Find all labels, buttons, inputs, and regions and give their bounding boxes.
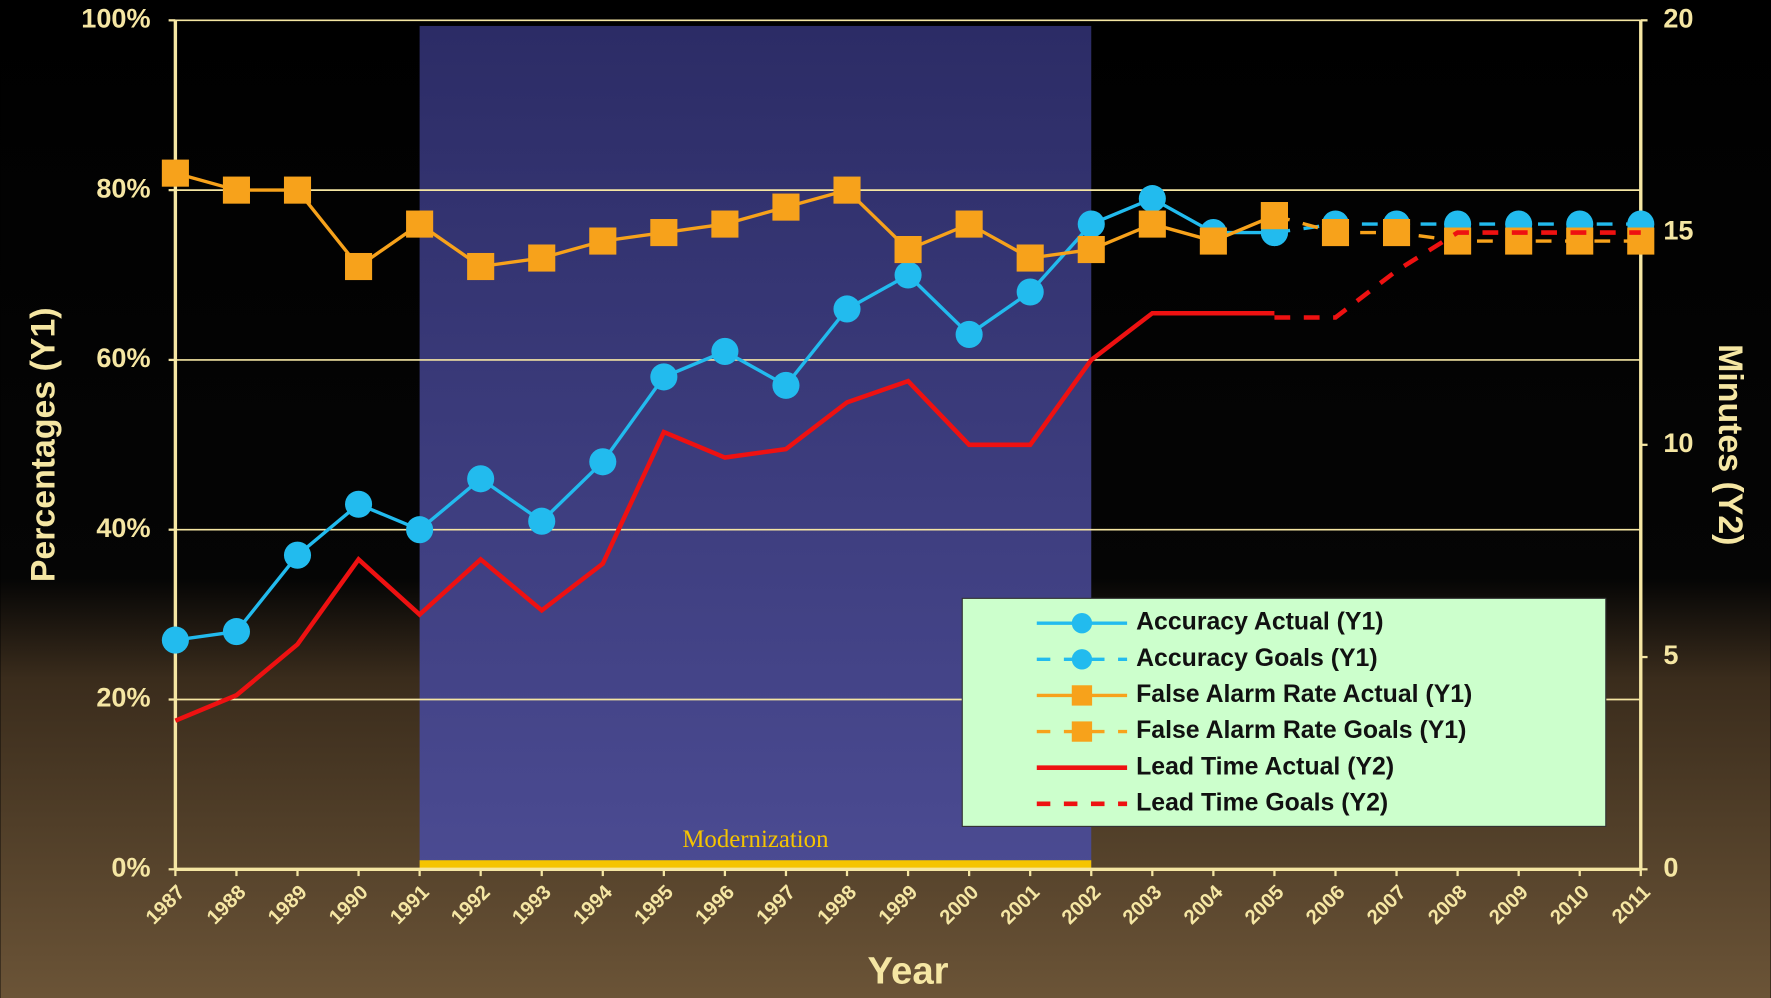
marker	[1261, 202, 1288, 229]
marker	[406, 211, 433, 238]
marker	[345, 253, 372, 280]
marker	[1139, 211, 1166, 238]
marker	[589, 228, 616, 255]
y2-tick-label: 15	[1663, 215, 1693, 246]
marker	[1200, 228, 1227, 255]
y-tick-label: 20%	[96, 682, 150, 713]
marker	[284, 177, 311, 204]
band-label: Modernization	[682, 826, 829, 853]
legend-label: Accuracy Goals (Y1)	[1136, 645, 1378, 672]
marker	[1078, 236, 1105, 263]
marker	[1072, 721, 1092, 741]
y2-tick-label: 20	[1663, 2, 1693, 33]
marker	[284, 542, 311, 569]
marker	[528, 508, 555, 535]
marker	[895, 261, 922, 288]
chart: Percentages (Y1) Minutes (Y2) Year Moder…	[0, 0, 1771, 998]
legend-label: Lead Time Actual (Y2)	[1136, 753, 1394, 780]
marker	[406, 516, 433, 543]
marker	[650, 363, 677, 390]
y2-tick-label: 5	[1663, 639, 1678, 670]
y-tick-label: 40%	[96, 512, 150, 543]
y-tick-label: 0%	[111, 851, 150, 882]
marker	[711, 211, 738, 238]
marker	[1322, 219, 1349, 246]
marker	[833, 295, 860, 322]
marker	[223, 618, 250, 645]
y-tick-label: 80%	[96, 172, 150, 203]
marker	[956, 321, 983, 348]
legend-label: False Alarm Rate Actual (Y1)	[1136, 681, 1472, 708]
marker	[1139, 185, 1166, 212]
legend-label: False Alarm Rate Goals (Y1)	[1136, 717, 1466, 744]
legend-label: Lead Time Goals (Y2)	[1136, 789, 1388, 816]
marker	[1072, 649, 1092, 669]
y2-tick-label: 0	[1663, 851, 1678, 882]
marker	[467, 465, 494, 492]
marker	[1017, 244, 1044, 271]
marker	[1383, 219, 1410, 246]
marker	[650, 219, 677, 246]
marker	[1072, 685, 1092, 705]
marker	[772, 194, 799, 221]
y-axis-label: Percentages (Y1)	[24, 307, 62, 582]
marker	[162, 627, 189, 654]
marker	[895, 236, 922, 263]
x-axis-label: Year	[868, 949, 949, 992]
marker	[223, 177, 250, 204]
marker	[528, 244, 555, 271]
y2-tick-label: 10	[1663, 427, 1693, 458]
y2-axis-label: Minutes (Y2)	[1711, 344, 1749, 545]
marker	[345, 491, 372, 518]
page: {"chart_data":{"type":"line", "x":[1987,…	[0, 0, 1771, 998]
legend-label: Accuracy Actual (Y1)	[1136, 609, 1383, 636]
marker	[711, 338, 738, 365]
marker	[162, 160, 189, 187]
marker	[1072, 613, 1092, 633]
marker	[1017, 278, 1044, 305]
y-tick-label: 60%	[96, 342, 150, 373]
marker	[772, 372, 799, 399]
marker	[833, 177, 860, 204]
marker	[956, 211, 983, 238]
marker	[589, 448, 616, 475]
y-tick-label: 100%	[81, 2, 150, 33]
marker	[467, 253, 494, 280]
marker	[1078, 211, 1105, 238]
